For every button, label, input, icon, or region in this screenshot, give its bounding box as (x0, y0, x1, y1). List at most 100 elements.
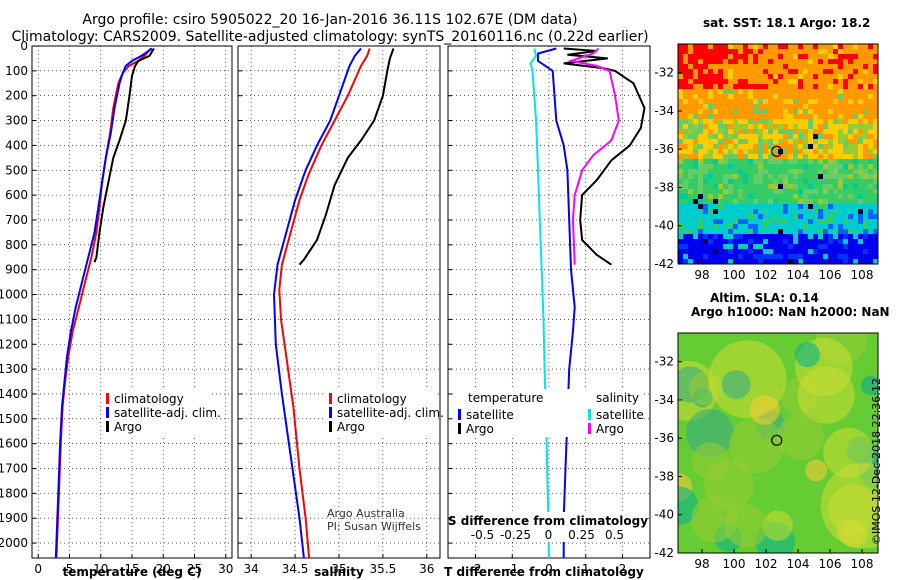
sst-cell (858, 124, 863, 129)
sst-cell (798, 194, 803, 199)
sst-cell (803, 169, 808, 174)
sst-cell (813, 74, 818, 79)
sst-cell (793, 84, 798, 89)
sst-cell (858, 234, 863, 239)
sst-cell (768, 99, 773, 104)
sst-cell (768, 254, 773, 259)
sst-cell (858, 219, 863, 224)
sst-cell (833, 49, 838, 54)
sst-cell (858, 99, 863, 104)
sst-cell (868, 69, 873, 74)
sst-cell (798, 139, 803, 144)
sst-cell (863, 204, 868, 209)
series-line-argo (93, 47, 155, 263)
salinity-panel: 34 34.5 35 35.5 36salinityclimatologysatelli… (237, 45, 444, 579)
sst-cell (788, 254, 793, 259)
sst-cell (843, 179, 848, 184)
sst-cell (708, 124, 713, 129)
sst-cell (798, 234, 803, 239)
sst-cell (768, 69, 773, 74)
sst-cell (768, 259, 773, 264)
sst-cell (823, 224, 828, 229)
sst-cell (778, 144, 783, 149)
sst-cell (753, 114, 758, 119)
sst-cell (818, 44, 823, 49)
legend-swatch (329, 393, 332, 404)
sst-cell (748, 114, 753, 119)
sst-cell (728, 49, 733, 54)
sst-cell (783, 199, 788, 204)
sst-cell (793, 164, 798, 169)
sst-cell (678, 204, 683, 209)
sst-cell (708, 144, 713, 149)
sst-cell (748, 169, 753, 174)
sla-blob (721, 370, 751, 400)
sst-cell (738, 234, 743, 239)
sst-cell (723, 174, 728, 179)
sst-cell (688, 229, 693, 234)
sst-cell (858, 199, 863, 204)
sst-cell (718, 149, 723, 154)
sst-cell (783, 114, 788, 119)
sst-cell (853, 249, 858, 254)
sst-cell (723, 59, 728, 64)
sst-cell (843, 79, 848, 84)
sst-cell (713, 169, 718, 174)
sst-cell (698, 79, 703, 84)
sst-cell (868, 184, 873, 189)
sst-cell (703, 129, 708, 134)
sst-cell (868, 139, 873, 144)
sst-cell (818, 169, 823, 174)
sst-cell (808, 154, 813, 159)
sst-cell (703, 54, 708, 59)
sst-cell (793, 229, 798, 234)
sst-cell (748, 79, 753, 84)
sst-cell (748, 234, 753, 239)
sst-cell (788, 199, 793, 204)
sst-cell (683, 259, 688, 264)
sst-cell (718, 259, 723, 264)
sst-cell (758, 224, 763, 229)
sst-cell (748, 129, 753, 134)
sst-cell (763, 254, 768, 259)
sst-cell (688, 219, 693, 224)
sst-cell (753, 59, 758, 64)
sst-cell (703, 214, 708, 219)
sst-cell (708, 79, 713, 84)
sst-cell (758, 94, 763, 99)
sst-cell (833, 164, 838, 169)
sst-cell (858, 129, 863, 134)
y-tick-label: 1600 (0, 437, 28, 451)
sst-cell (763, 134, 768, 139)
sst-cell (678, 74, 683, 79)
sst-cell (803, 189, 808, 194)
sst-cell (863, 174, 868, 179)
sst-cell (823, 149, 828, 154)
sst-cell (723, 244, 728, 249)
sst-cell (748, 189, 753, 194)
sst-cell (743, 54, 748, 59)
sst-cell (718, 189, 723, 194)
sst-cell (798, 244, 803, 249)
sst-cell (753, 144, 758, 149)
sst-cell (813, 164, 818, 169)
sst-cell (868, 229, 873, 234)
sst-cell (813, 159, 818, 164)
sst-cell (813, 204, 818, 209)
sst-cell (813, 169, 818, 174)
sst-cell (703, 79, 708, 84)
sst-cell (698, 44, 703, 49)
sst-cell (803, 54, 808, 59)
sst-cell (778, 184, 783, 189)
sst-cell (733, 74, 738, 79)
sst-cell (803, 159, 808, 164)
sst-cell (833, 129, 838, 134)
sla-map-subtitle: Argo h1000: NaN h2000: NaN (691, 305, 890, 319)
sst-cell (773, 84, 778, 89)
sst-cell (763, 119, 768, 124)
sst-cell (798, 114, 803, 119)
sst-cell (838, 74, 843, 79)
sst-cell (778, 139, 783, 144)
sst-cell (813, 139, 818, 144)
sst-cell (823, 74, 828, 79)
